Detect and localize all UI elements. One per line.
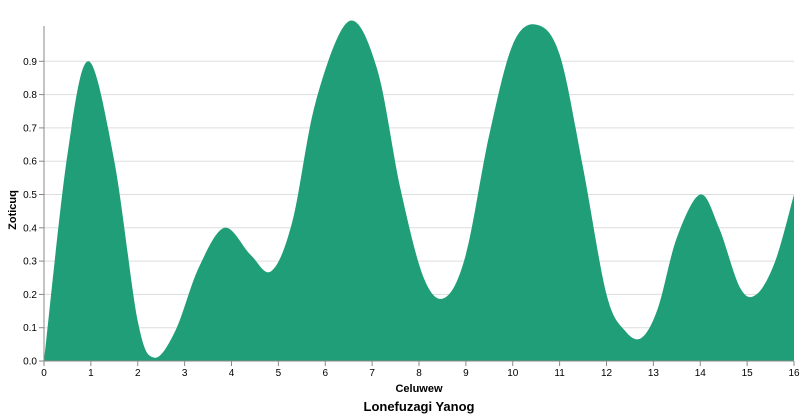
x-tick-label: 1 xyxy=(88,368,94,379)
y-axis-title: Zoticuq xyxy=(7,190,19,230)
x-tick-label: 12 xyxy=(601,368,613,379)
x-tick-label: 9 xyxy=(463,368,469,379)
y-tick-label: 0.3 xyxy=(23,257,37,268)
y-tick-label: 0.2 xyxy=(23,290,37,301)
y-tick-label: 0.5 xyxy=(23,190,37,201)
x-tick-label: 7 xyxy=(369,368,375,379)
axes: 0.00.10.20.30.40.50.60.70.80.90 1 2 3 4 5 6 7 8 9… xyxy=(23,26,800,379)
x-tick-label: 14 xyxy=(695,368,707,379)
x-tick-label: 3 xyxy=(182,368,188,379)
chart-title: Lonefuzagi Yanog xyxy=(364,399,475,414)
x-tick-label: 16 xyxy=(788,368,800,379)
x-tick-label: 11 xyxy=(554,368,565,379)
x-tick-label: 4 xyxy=(229,368,235,379)
y-tick-label: 0.7 xyxy=(23,123,37,134)
area-mark xyxy=(44,20,794,361)
x-tick-label: 5 xyxy=(276,368,282,379)
x-tick-label: 15 xyxy=(742,368,754,379)
x-tick-label: 6 xyxy=(322,368,328,379)
y-tick-label: 0.9 xyxy=(23,57,37,68)
x-tick-label: 8 xyxy=(416,368,422,379)
x-tick-label: 0 xyxy=(41,368,47,379)
y-tick-label: 0.4 xyxy=(23,223,37,234)
y-tick-label: 0.8 xyxy=(23,90,37,101)
x-tick-label: 2 xyxy=(135,368,141,379)
area-series xyxy=(44,20,794,361)
x-tick-label: 13 xyxy=(648,368,660,379)
x-axis-title: Celuwew xyxy=(395,383,443,395)
y-tick-label: 0.1 xyxy=(23,323,37,334)
y-tick-label: 0.6 xyxy=(23,157,37,168)
y-tick-label: 0.0 xyxy=(23,357,37,368)
gridlines xyxy=(44,60,794,362)
x-tick-label: 10 xyxy=(507,368,519,379)
